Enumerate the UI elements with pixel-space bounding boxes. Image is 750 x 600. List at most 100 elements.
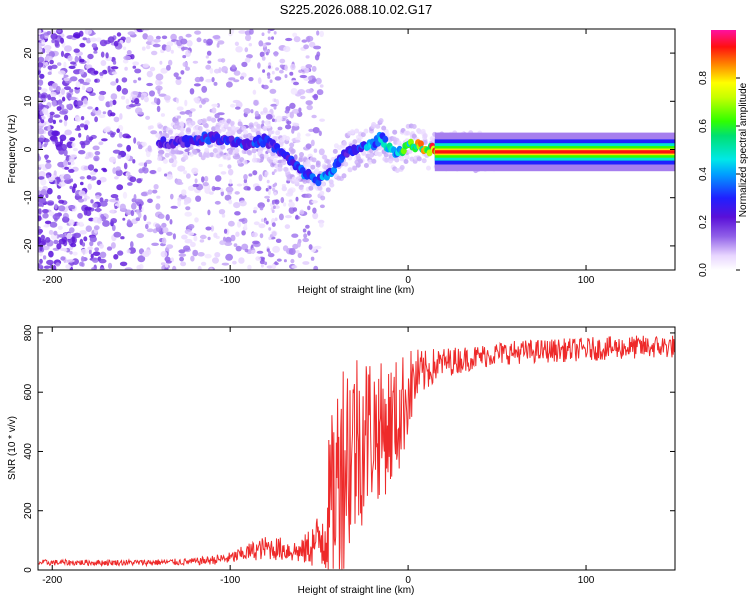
spectrogram-noise-blob bbox=[116, 184, 124, 191]
spectrogram-noise-blob bbox=[180, 261, 187, 267]
spectrogram-noise-blob bbox=[142, 63, 149, 68]
spectrogram-halo-blob bbox=[399, 165, 405, 170]
spectrogram-noise-blob bbox=[230, 103, 236, 108]
spectrogram-halo-blob bbox=[294, 179, 299, 184]
spectrogram-noise-blob bbox=[45, 55, 53, 61]
spectrogram-noise-blob bbox=[201, 99, 206, 105]
spectrogram-noise-blob bbox=[296, 241, 301, 248]
spectrogram-halo-blob bbox=[375, 123, 381, 129]
spectrogram-noise-blob bbox=[47, 71, 52, 76]
spectrogram-noise-blob bbox=[92, 203, 98, 208]
spectrogram-noise-blob bbox=[69, 227, 75, 234]
spectrogram-halo-blob bbox=[320, 181, 326, 187]
spectrogram-noise-blob bbox=[244, 47, 249, 53]
spectrogram-noise-blob bbox=[130, 209, 135, 217]
colorbar-tick-label: 0.0 bbox=[698, 263, 709, 277]
spectrogram-noise-blob bbox=[61, 88, 65, 95]
spectrogram-noise-blob bbox=[149, 66, 156, 72]
spectrogram-noise-blob bbox=[220, 171, 227, 175]
spectrogram-noise-blob bbox=[145, 223, 149, 230]
spectrogram-noise-blob bbox=[138, 144, 143, 150]
spectrogram-noise-blob bbox=[236, 183, 243, 187]
spectrogram-noise-blob bbox=[51, 64, 58, 70]
spectrogram-noise-blob bbox=[45, 237, 51, 243]
spectrogram-noise-blob bbox=[178, 253, 187, 257]
spectrogram-noise-blob bbox=[260, 264, 264, 268]
spectrogram-halo-blob bbox=[157, 156, 163, 162]
spectrogram-noise-blob bbox=[195, 195, 202, 202]
spectrogram-noise-blob bbox=[230, 29, 235, 34]
spectrogram-noise-blob bbox=[110, 93, 118, 100]
snr-y-label: SNR (10 * v/v) bbox=[7, 416, 18, 480]
spectrogram-noise-blob bbox=[146, 82, 154, 87]
spectrogram-noise-blob bbox=[184, 148, 190, 153]
spectrogram-noise-blob bbox=[283, 202, 287, 207]
spectrogram-noise-blob bbox=[207, 236, 211, 241]
spectrogram-noise-blob bbox=[268, 185, 272, 190]
spectrogram-halo-blob bbox=[352, 165, 358, 171]
spectrogram-noise-blob bbox=[275, 115, 283, 123]
spectrogram-noise-blob bbox=[199, 239, 205, 243]
spectrogram-halo-blob bbox=[251, 148, 257, 154]
spectrogram-halo-blob bbox=[289, 142, 295, 148]
spectrogram-ridge-blob bbox=[331, 166, 338, 174]
spectrogram-noise-blob bbox=[190, 241, 196, 248]
spectrogram-noise-blob bbox=[99, 90, 107, 96]
spectrogram-y-tick-label: 20 bbox=[23, 47, 34, 59]
spectrogram-noise-blob bbox=[264, 173, 268, 178]
spectrogram-noise-blob bbox=[107, 262, 113, 270]
spectrogram-halo-blob bbox=[336, 175, 342, 181]
spectrogram-noise-blob bbox=[177, 200, 181, 207]
spectrogram-noise-blob bbox=[83, 197, 87, 202]
spectrogram-noise-blob bbox=[137, 77, 142, 81]
spectrogram-noise-blob bbox=[231, 64, 236, 70]
colorbar-tick-label: 0.2 bbox=[698, 215, 709, 229]
spectrogram-noise-blob bbox=[62, 216, 69, 223]
spectrogram-noise-blob bbox=[137, 255, 146, 263]
spectrogram-noise-blob bbox=[38, 86, 42, 91]
spectrogram-noise-blob bbox=[51, 83, 57, 88]
spectrogram-noise-blob bbox=[175, 76, 182, 80]
spectrogram-halo-blob bbox=[371, 158, 377, 164]
spectrogram-noise-blob bbox=[60, 50, 65, 58]
spectrogram-noise-blob bbox=[273, 98, 277, 103]
spectrogram-halo-blob bbox=[283, 166, 289, 172]
spectrogram-noise-blob bbox=[43, 108, 49, 116]
spectrogram-halo-blob bbox=[190, 120, 196, 126]
spectrogram-noise-blob bbox=[91, 176, 97, 181]
spectrogram-noise-blob bbox=[205, 78, 213, 83]
spectrogram-noise-blob bbox=[277, 126, 283, 131]
spectrogram-noise-blob bbox=[43, 143, 47, 148]
spectrogram-noise-blob bbox=[142, 33, 148, 40]
spectrogram-noise-blob bbox=[311, 65, 317, 72]
spectrogram-noise-blob bbox=[196, 37, 202, 43]
spectrogram-noise-blob bbox=[134, 198, 143, 202]
spectrogram-noise-blob bbox=[141, 46, 146, 51]
spectrogram-noise-blob bbox=[59, 119, 63, 123]
spectrogram-noise-blob bbox=[71, 236, 76, 244]
spectrogram-noise-blob bbox=[38, 128, 45, 135]
spectrogram-noise-blob bbox=[247, 264, 252, 270]
spectrogram-noise-blob bbox=[182, 55, 187, 59]
spectrogram-halo-blob bbox=[310, 164, 316, 170]
spectrogram-halo-blob bbox=[197, 119, 203, 125]
spectrogram-halo-blob bbox=[332, 148, 338, 154]
spectrogram-noise-blob bbox=[257, 202, 266, 209]
spectrogram-noise-blob bbox=[107, 65, 111, 73]
spectrogram-noise-blob bbox=[70, 61, 76, 65]
spectrogram-noise-blob bbox=[315, 77, 322, 85]
spectrogram-halo-blob bbox=[230, 125, 236, 131]
spectrogram-noise-blob bbox=[140, 191, 148, 197]
colorbar-tick-label: 0.6 bbox=[698, 119, 709, 133]
spectrogram-noise-blob bbox=[98, 114, 106, 119]
spectrogram-noise-blob bbox=[42, 245, 50, 251]
spectrogram-noise-blob bbox=[166, 64, 171, 71]
spectrogram-noise-blob bbox=[241, 243, 249, 251]
spectrogram-noise-blob bbox=[54, 203, 58, 210]
spectrogram-noise-blob bbox=[85, 225, 93, 232]
spectrogram-noise-blob bbox=[76, 222, 80, 226]
spectrogram-noise-blob bbox=[212, 35, 221, 40]
spectrogram-noise-blob bbox=[100, 51, 105, 58]
spectrogram-noise-blob bbox=[307, 230, 311, 236]
spectrogram-noise-blob bbox=[306, 36, 311, 43]
